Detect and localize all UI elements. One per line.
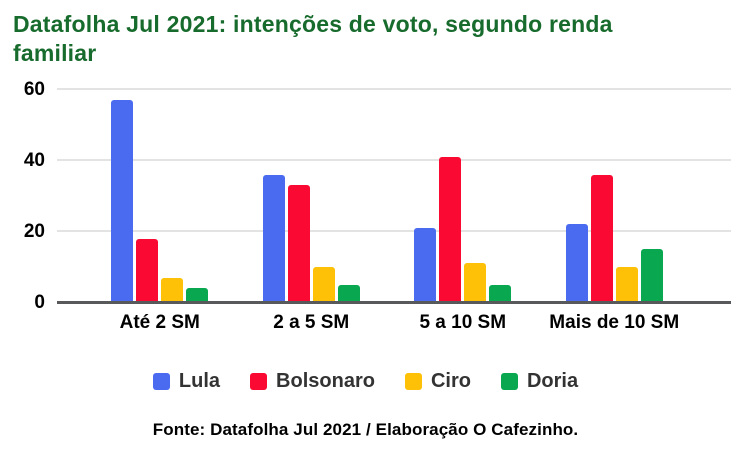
- bar-bolsonaro-group-2: [287, 185, 310, 303]
- bar-lula-group-4: [565, 224, 588, 303]
- legend-swatch-icon-doria: [500, 372, 518, 390]
- bar-groups: [57, 90, 731, 303]
- legend-item-ciro: Ciro: [404, 369, 471, 393]
- x-axis-label-2: 2 a 5 SM: [273, 311, 350, 333]
- bar-group-3: [387, 90, 539, 303]
- gridline-60: [57, 87, 731, 90]
- bar-ciro-group-1: [161, 277, 184, 303]
- bar-ciro-group-2: [312, 267, 335, 303]
- y-tick-label-20: 20: [23, 220, 45, 242]
- bar-group-1: [84, 90, 236, 303]
- legend-item-lula: Lula: [152, 369, 221, 393]
- source-note: Fonte: Datafolha Jul 2021 / Elaboração O…: [152, 419, 579, 439]
- bar-lula-group-3: [414, 227, 437, 303]
- bar-group-4: [539, 90, 691, 303]
- legend: Lula Bolsonaro Ciro Doria: [0, 370, 731, 393]
- gridline-40: [57, 158, 731, 161]
- bar-doria-group-3: [489, 284, 512, 303]
- y-tick-label-0: 0: [34, 291, 45, 313]
- bar-bolsonaro-group-4: [590, 174, 613, 303]
- legend-swatch-icon-lula: [152, 372, 170, 390]
- x-axis-label-4: Mais de 10 SM: [549, 311, 680, 333]
- bar-doria-group-4: [640, 249, 663, 303]
- x-axis-label-3: 5 a 10 SM: [419, 311, 507, 333]
- y-tick-label-60: 60: [23, 78, 45, 100]
- plot-area: 0 20 40 60: [24, 79, 731, 313]
- bar-bolsonaro-group-3: [439, 156, 462, 303]
- gridline-20: [57, 229, 731, 232]
- chart-title: Datafolha Jul 2021: intenções de voto, s…: [13, 11, 613, 66]
- x-axis-label-1: Até 2 SM: [119, 311, 200, 333]
- bar-lula-group-1: [111, 100, 134, 303]
- bar-group-2: [236, 90, 388, 303]
- bar-ciro-group-4: [615, 267, 638, 303]
- y-tick-label-40: 40: [23, 149, 45, 171]
- legend-label-lula: Lula: [178, 369, 221, 392]
- x-axis-labels: Até 2 SM 2 a 5 SM 5 a 10 SM Mais de 10 SM: [57, 312, 731, 334]
- legend-swatch-icon-ciro: [404, 372, 422, 390]
- legend-label-ciro: Ciro: [430, 369, 471, 392]
- legend-item-doria: Doria: [500, 369, 579, 393]
- legend-label-bolsonaro: Bolsonaro: [276, 369, 375, 392]
- bar-chart: 0 20 40 60 Até 2 SM 2 a 5 SM 5 a 10 SM Mais de…: [0, 79, 731, 334]
- legend-item-bolsonaro: Bolsonaro: [250, 370, 375, 393]
- bar-doria-group-2: [337, 284, 360, 303]
- legend-swatch-icon-bolsonaro: [250, 372, 268, 390]
- bar-bolsonaro-group-1: [136, 238, 159, 303]
- bar-lula-group-2: [262, 174, 285, 303]
- bar-doria-group-1: [186, 288, 209, 303]
- x-axis-line: [57, 300, 731, 304]
- legend-label-doria: Doria: [526, 369, 579, 392]
- bar-ciro-group-3: [464, 263, 487, 303]
